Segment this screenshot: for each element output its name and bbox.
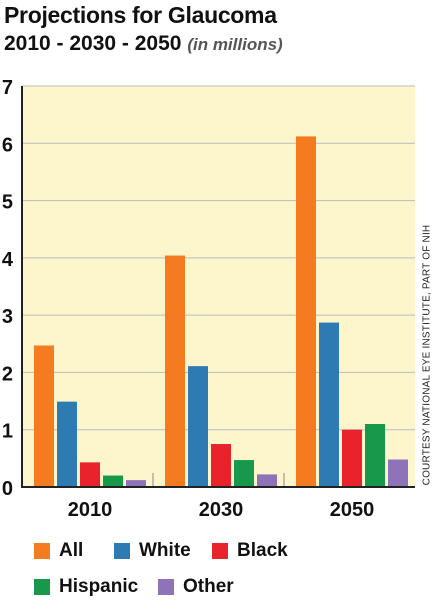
x-tick-label: 2050 (330, 499, 375, 521)
y-tick-label: 4 (2, 249, 14, 271)
legend-swatch (212, 543, 228, 559)
bar-hispanic-2050 (365, 423, 385, 487)
subtitle-units-note: (in millions) (187, 35, 283, 54)
y-tick-label: 0 (2, 478, 13, 500)
y-tick-label: 7 (2, 77, 13, 99)
bar-white-2010 (57, 401, 77, 487)
legend-item-black: Black (212, 540, 288, 562)
legend-label: White (139, 540, 191, 561)
y-tick-label: 2 (2, 363, 13, 385)
x-tick-label: 2010 (68, 499, 113, 521)
legend-item-hispanic: Hispanic (34, 576, 138, 598)
bar-white-2030 (188, 366, 208, 487)
legend-label: Other (183, 576, 234, 597)
chart-title: Projections for Glaucoma (4, 2, 277, 28)
y-tick-label: 1 (2, 421, 13, 443)
bar-black-2030 (211, 444, 231, 487)
legend-swatch (34, 543, 50, 559)
bar-all-2050 (296, 136, 316, 487)
bar-black-2050 (342, 429, 362, 487)
bar-other-2010 (126, 480, 146, 487)
bar-other-2030 (257, 474, 277, 487)
legend-swatch (114, 543, 130, 559)
bar-hispanic-2010 (103, 475, 123, 487)
y-tick-label: 3 (2, 306, 13, 328)
bar-other-2050 (388, 459, 408, 487)
y-tick-label: 5 (2, 192, 13, 214)
legend-label: Hispanic (59, 576, 139, 597)
legend-item-all: All (34, 540, 83, 562)
bar-all-2010 (34, 345, 54, 487)
y-tick-label: 6 (2, 134, 13, 156)
bar-black-2010 (80, 462, 100, 487)
legend-label: All (59, 540, 84, 561)
image-credit: COURTESY NATIONAL EYE INSTITUTE, PART OF… (421, 224, 433, 486)
chart-subtitle: 2010 - 2030 - 2050 (in millions) (4, 32, 283, 56)
legend-label: Black (237, 540, 288, 561)
bar-hispanic-2030 (234, 460, 254, 487)
bar-all-2030 (165, 255, 185, 487)
legend-swatch (34, 579, 50, 595)
bar-white-2050 (319, 322, 339, 487)
subtitle-years: 2010 - 2030 - 2050 (4, 32, 182, 55)
x-tick-label: 2030 (199, 499, 244, 521)
legend-item-other: Other (158, 576, 234, 598)
plot-area (22, 86, 415, 487)
legend-item-white: White (114, 540, 191, 562)
legend-swatch (158, 579, 174, 595)
